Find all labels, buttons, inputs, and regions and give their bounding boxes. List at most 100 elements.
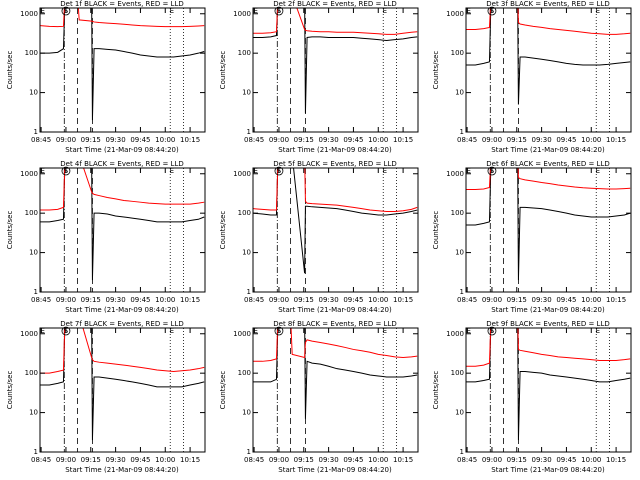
y-tick-label: 1 bbox=[34, 128, 38, 136]
x-tick-label: 09:15 bbox=[81, 456, 101, 464]
x-tick-label: 10:00 bbox=[368, 456, 388, 464]
annotation: E bbox=[170, 7, 174, 15]
plot-area bbox=[40, 8, 205, 132]
x-axis-label: Start Time (21-Mar-09 08:44:20) bbox=[278, 306, 392, 314]
plot-area bbox=[253, 168, 418, 292]
y-tick-label: 1 bbox=[460, 448, 464, 456]
x-axis-label: Start Time (21-Mar-09 08:44:20) bbox=[278, 146, 392, 154]
x-tick-label: 10:15 bbox=[180, 296, 200, 304]
x-tick-label: 08:45 bbox=[31, 296, 51, 304]
y-tick-label: 1000 bbox=[446, 10, 464, 18]
x-tick-label: 08:45 bbox=[244, 456, 264, 464]
y-axis-label: Counts/sec bbox=[6, 211, 14, 250]
annotation-circle bbox=[487, 166, 497, 176]
x-tick-label: 08:45 bbox=[244, 136, 264, 144]
y-tick-label: 100 bbox=[238, 209, 251, 217]
x-tick-label: 09:45 bbox=[130, 296, 150, 304]
chart-title: Det 8f BLACK = Events, RED = LLD bbox=[273, 320, 396, 328]
x-tick-label: 10:00 bbox=[155, 136, 175, 144]
annotation-circle bbox=[487, 6, 497, 16]
x-tick-label: 09:45 bbox=[556, 136, 576, 144]
x-tick-label: 09:00 bbox=[56, 296, 76, 304]
y-tick-label: 100 bbox=[451, 49, 464, 57]
y-axis-label: Counts/sec bbox=[6, 371, 14, 410]
x-tick-label: 09:45 bbox=[130, 136, 150, 144]
series-line bbox=[40, 328, 205, 441]
y-tick-label: 100 bbox=[25, 209, 38, 217]
x-tick-label: 09:00 bbox=[482, 296, 502, 304]
annotation: S bbox=[490, 7, 495, 15]
annotation: S bbox=[64, 167, 69, 175]
x-axis-label: Start Time (21-Mar-09 08:44:20) bbox=[491, 466, 605, 474]
series-line bbox=[253, 328, 418, 362]
x-tick-label: 09:45 bbox=[343, 296, 363, 304]
x-tick-label: 09:45 bbox=[130, 456, 150, 464]
annotation: S bbox=[490, 167, 495, 175]
y-tick-label: 10 bbox=[29, 409, 38, 417]
x-tick-label: 09:30 bbox=[319, 136, 339, 144]
annotation: S bbox=[64, 327, 69, 335]
x-tick-label: 10:15 bbox=[393, 136, 413, 144]
y-tick-label: 1000 bbox=[233, 10, 251, 18]
annotation-circle bbox=[487, 326, 497, 336]
x-tick-label: 09:15 bbox=[81, 296, 101, 304]
x-tick-label: 09:30 bbox=[532, 456, 552, 464]
series-line bbox=[466, 8, 631, 35]
series-line bbox=[253, 168, 418, 213]
x-tick-label: 09:30 bbox=[106, 296, 126, 304]
y-tick-label: 1 bbox=[460, 288, 464, 296]
y-tick-label: 10 bbox=[455, 89, 464, 97]
plot-area bbox=[253, 8, 418, 132]
x-tick-label: 09:45 bbox=[556, 296, 576, 304]
y-axis-label: Counts/sec bbox=[432, 51, 440, 90]
annotation: E bbox=[383, 327, 387, 335]
series-line bbox=[253, 8, 418, 114]
annotation-circle bbox=[61, 6, 71, 16]
x-tick-label: 09:30 bbox=[532, 296, 552, 304]
x-tick-label: 10:00 bbox=[368, 136, 388, 144]
plot-area bbox=[466, 8, 631, 132]
x-tick-label: 10:00 bbox=[581, 296, 601, 304]
x-tick-label: 09:15 bbox=[507, 296, 527, 304]
y-tick-label: 100 bbox=[451, 369, 464, 377]
x-tick-label: 09:30 bbox=[319, 296, 339, 304]
chart-title: Det 4f BLACK = Events, RED = LLD bbox=[60, 160, 183, 168]
x-tick-label: 09:15 bbox=[81, 136, 101, 144]
y-tick-label: 10 bbox=[29, 249, 38, 257]
x-tick-label: 09:15 bbox=[507, 136, 527, 144]
x-tick-label: 09:30 bbox=[532, 136, 552, 144]
annotation: E bbox=[254, 167, 258, 175]
y-tick-label: 1000 bbox=[233, 330, 251, 338]
y-tick-label: 1 bbox=[34, 448, 38, 456]
plot-area bbox=[40, 168, 205, 292]
x-tick-label: 09:30 bbox=[106, 136, 126, 144]
series-line bbox=[40, 328, 205, 374]
y-tick-label: 1000 bbox=[20, 10, 38, 18]
y-tick-label: 1 bbox=[247, 448, 251, 456]
y-tick-label: 10 bbox=[455, 409, 464, 417]
x-tick-label: 10:15 bbox=[606, 136, 626, 144]
x-tick-label: 09:00 bbox=[482, 136, 502, 144]
annotation: E bbox=[596, 327, 600, 335]
x-tick-label: 10:00 bbox=[581, 456, 601, 464]
y-axis-label: Counts/sec bbox=[6, 51, 14, 90]
x-tick-label: 09:45 bbox=[343, 136, 363, 144]
x-tick-label: 09:00 bbox=[269, 136, 289, 144]
plot-frame bbox=[252, 7, 419, 133]
y-axis-label: Counts/sec bbox=[219, 371, 227, 410]
plot-frame bbox=[39, 327, 206, 453]
y-tick-label: 1000 bbox=[20, 330, 38, 338]
annotation: E bbox=[467, 7, 471, 15]
series-line bbox=[466, 328, 631, 441]
plot-frame bbox=[465, 327, 632, 453]
annotation: E bbox=[41, 327, 45, 335]
x-tick-label: 09:00 bbox=[269, 296, 289, 304]
x-tick-label: 10:00 bbox=[368, 296, 388, 304]
annotation: E bbox=[383, 7, 387, 15]
y-tick-label: 100 bbox=[25, 369, 38, 377]
y-tick-label: 10 bbox=[242, 409, 251, 417]
y-tick-label: 100 bbox=[238, 49, 251, 57]
plot-frame bbox=[39, 7, 206, 133]
